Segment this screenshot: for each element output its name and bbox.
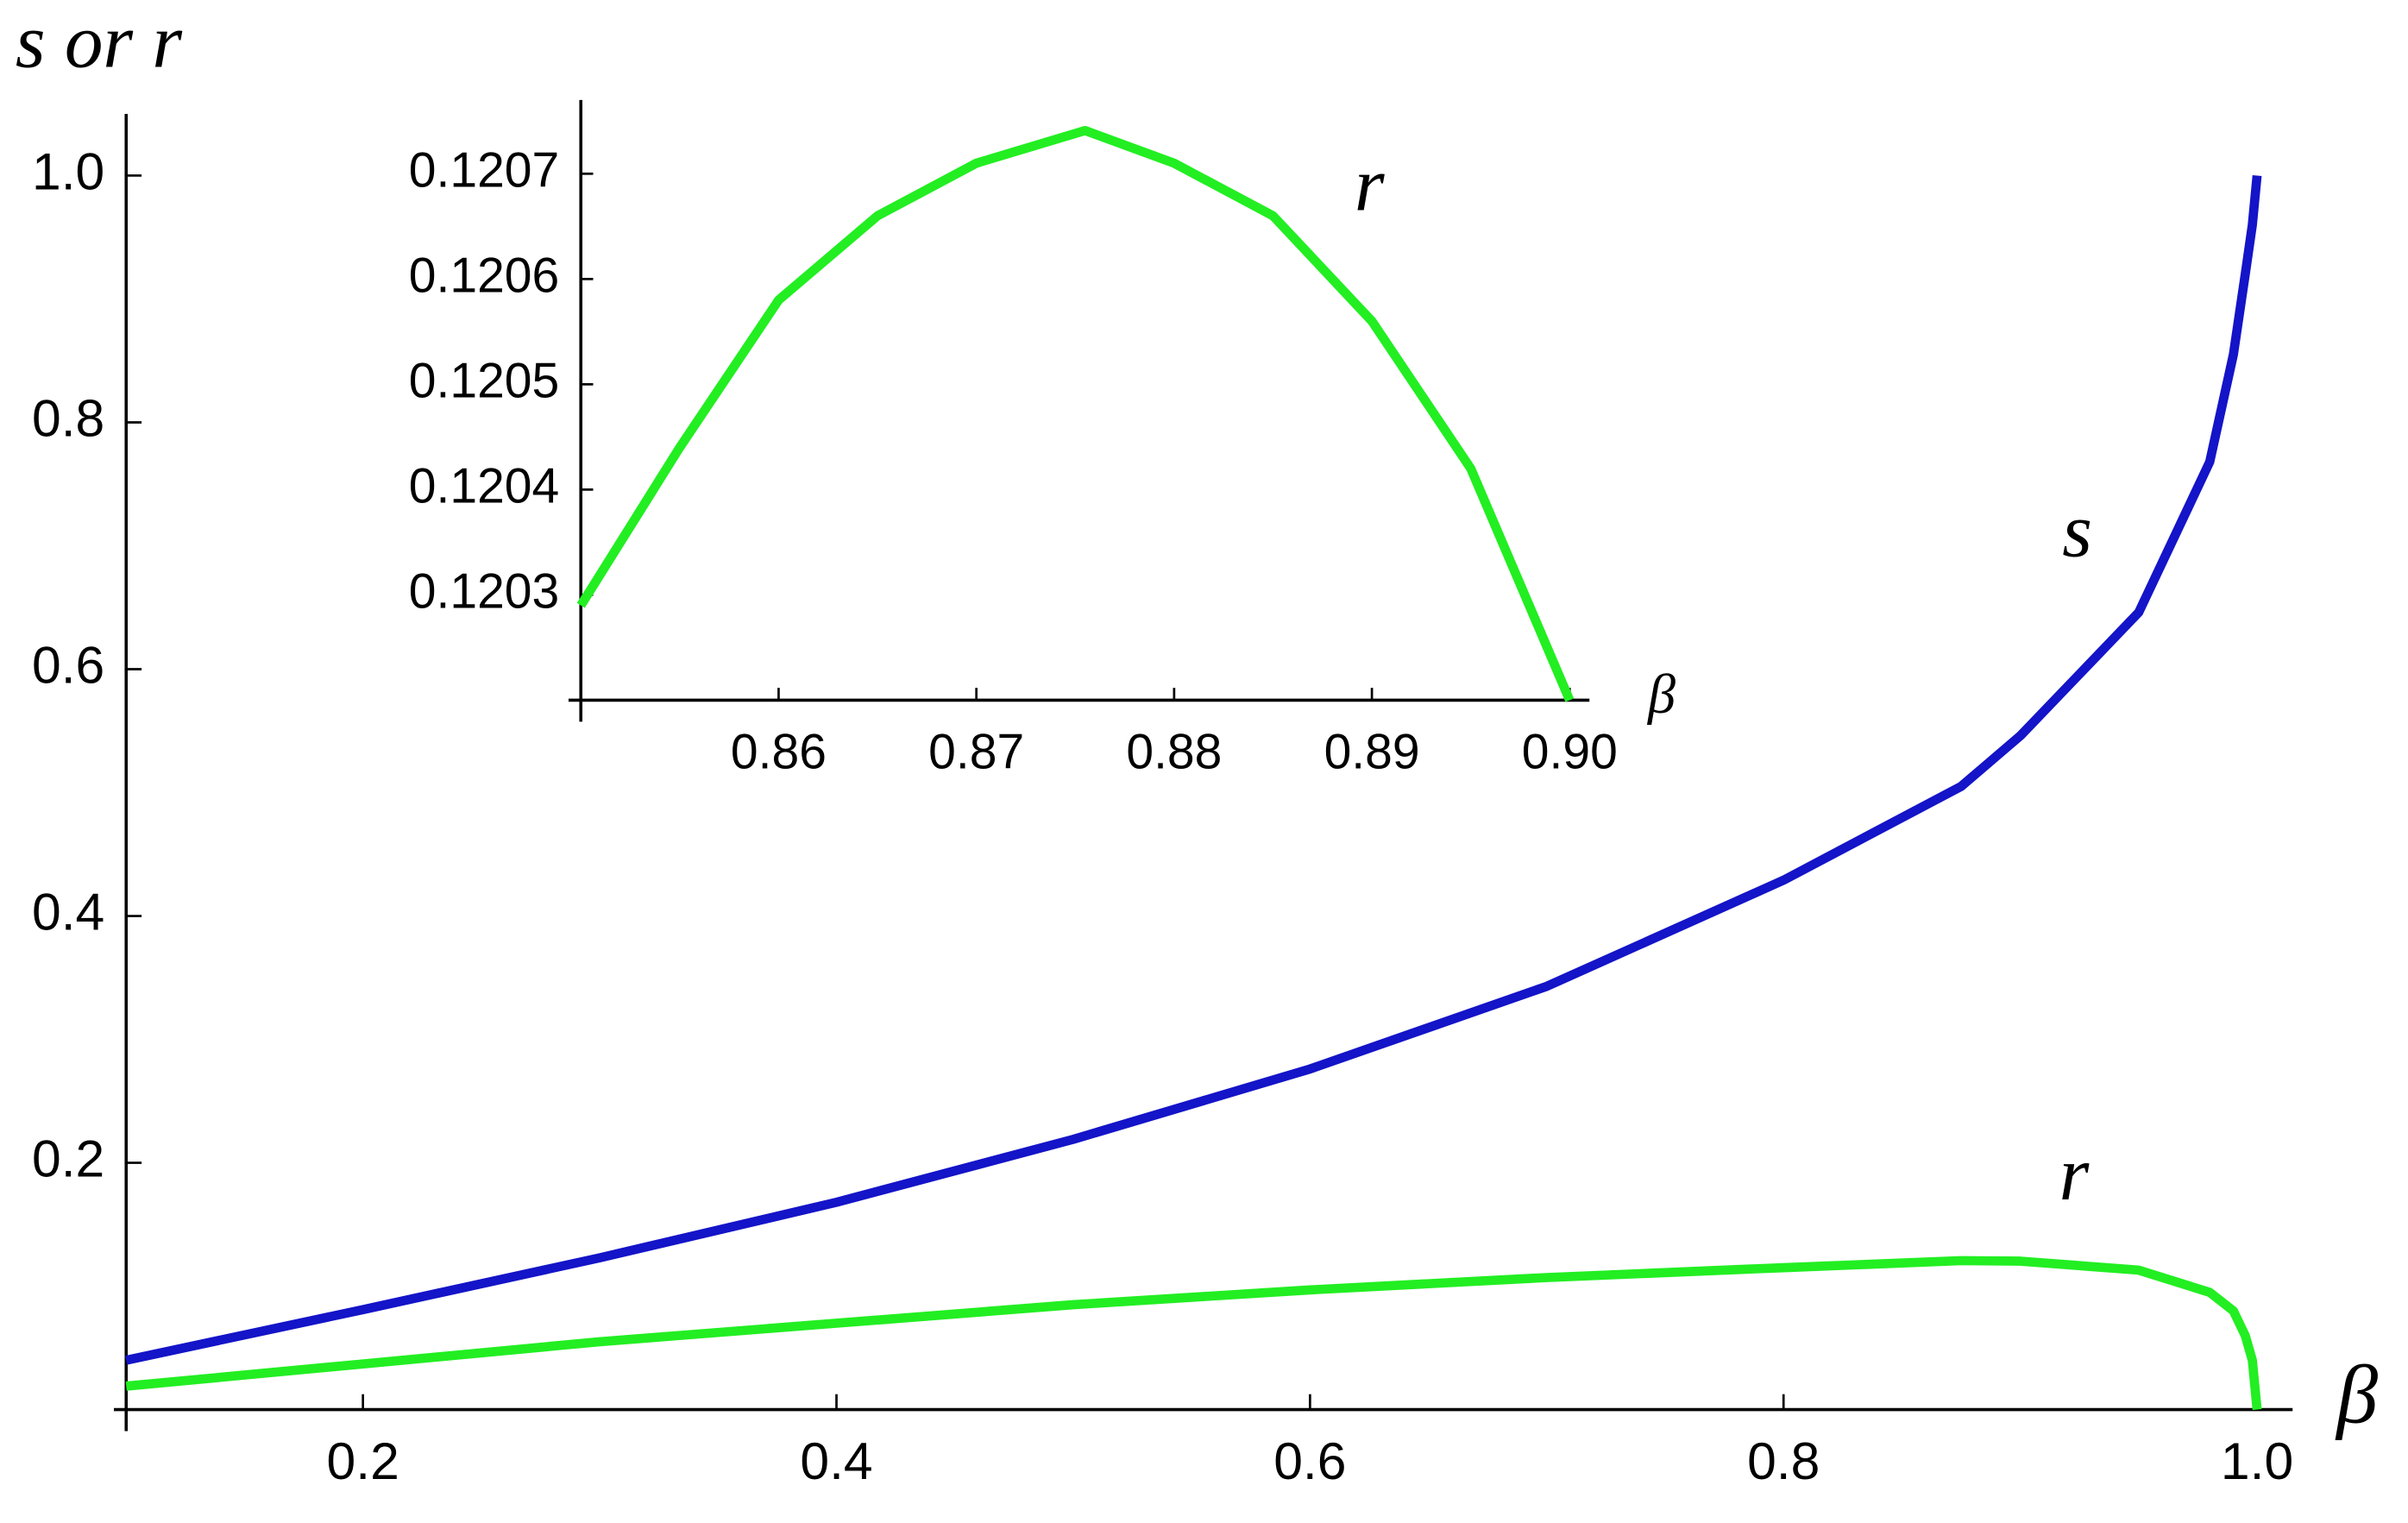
y-tick-label: 0.8 <box>32 389 104 448</box>
x-axis-label: β <box>1646 664 1676 725</box>
series-label: r <box>2059 1132 2090 1217</box>
y-axis-label: s or r <box>16 0 183 85</box>
y-tick-label: 0.4 <box>32 883 104 941</box>
x-tick-label: 0.89 <box>1324 725 1420 780</box>
x-axis-label: β <box>2335 1349 2378 1441</box>
y-tick-label: 0.2 <box>32 1130 104 1188</box>
x-tick-label: 0.2 <box>327 1432 399 1490</box>
x-tick-label: 0.90 <box>1522 725 1618 780</box>
x-tick-label: 0.86 <box>731 725 827 780</box>
x-tick-label: 0.4 <box>800 1432 872 1490</box>
series-line <box>125 1256 2262 1411</box>
y-tick-label: 0.1203 <box>409 563 559 619</box>
series-line <box>576 125 1575 702</box>
y-tick-label: 0.1205 <box>409 353 559 408</box>
y-tick-label: 0.1207 <box>409 142 559 198</box>
y-tick-label: 0.6 <box>32 636 104 695</box>
x-tick-label: 0.87 <box>928 725 1024 780</box>
y-tick-label: 1.0 <box>32 142 104 200</box>
series-line <box>125 174 2262 1365</box>
x-tick-label: 0.88 <box>1126 725 1222 780</box>
series-label: s <box>2062 489 2092 574</box>
x-tick-label: 1.0 <box>2221 1432 2293 1490</box>
y-tick-label: 0.1204 <box>409 458 559 513</box>
y-tick-label: 0.1206 <box>409 248 559 303</box>
x-tick-label: 0.6 <box>1273 1432 1346 1490</box>
x-tick-label: 0.8 <box>1747 1432 1820 1490</box>
series-label: r <box>1355 142 1385 227</box>
